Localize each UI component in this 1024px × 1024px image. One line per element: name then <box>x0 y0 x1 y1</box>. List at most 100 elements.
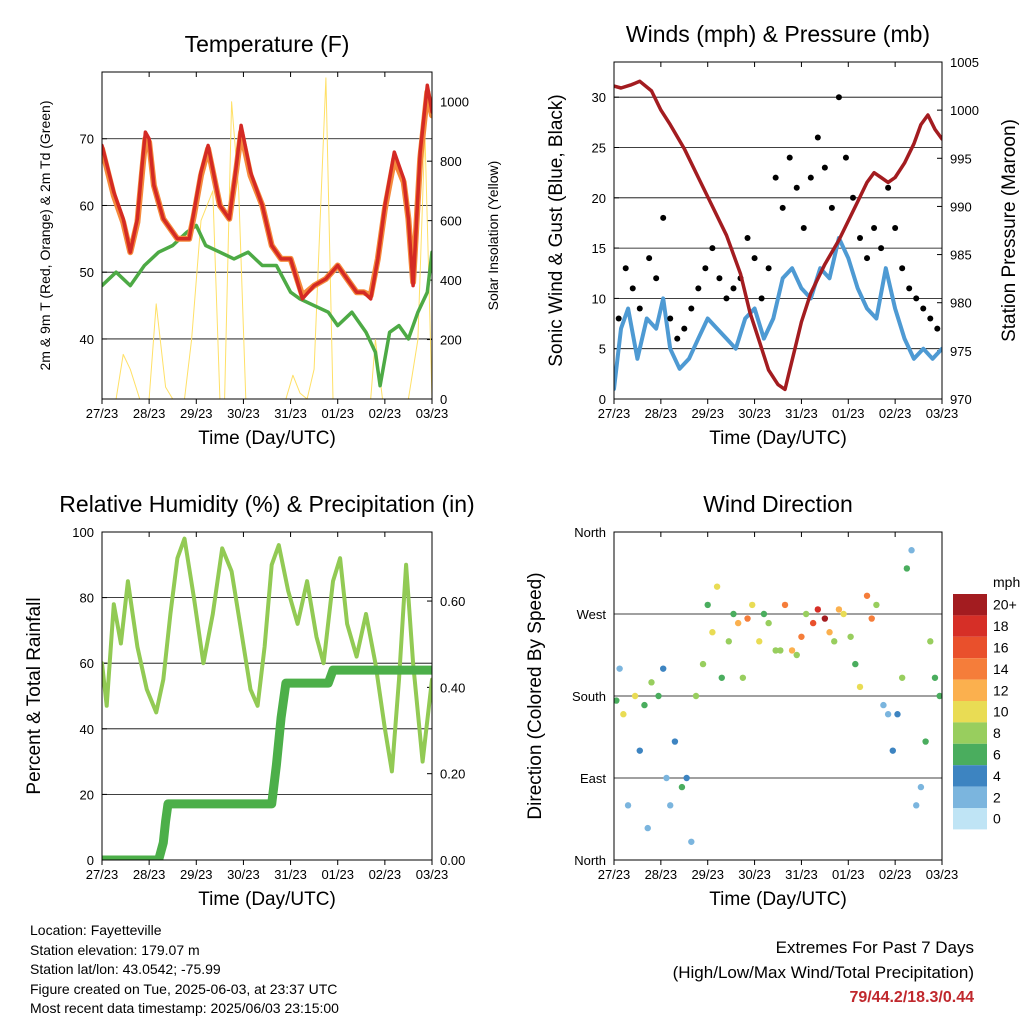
series-pressure <box>614 79 942 392</box>
winddir-title: Wind Direction <box>703 491 853 517</box>
direction-point <box>688 838 695 845</box>
direction-point <box>840 610 847 618</box>
direction-point <box>730 610 737 618</box>
direction-point <box>880 701 887 709</box>
direction-point <box>644 824 651 832</box>
panel-humidity: Relative Humidity (%) & Precipitation (i… <box>24 491 475 910</box>
gust-point <box>629 285 636 292</box>
y-tick-label: 100 <box>72 525 94 540</box>
gust-point <box>913 295 920 302</box>
direction-point <box>894 711 901 718</box>
direction-point <box>734 619 742 627</box>
legend-swatch <box>953 701 987 723</box>
legend-label: 0 <box>993 811 1001 827</box>
legend-label: 12 <box>993 682 1009 698</box>
direction-point <box>936 692 942 700</box>
gust-point <box>709 245 716 252</box>
x-tick-label: 02/23 <box>879 867 912 882</box>
x-tick-label: 28/23 <box>645 406 678 421</box>
gust-point <box>885 184 892 191</box>
y-tick-label: 10 <box>592 291 606 306</box>
legend-swatch <box>953 679 987 701</box>
direction-point <box>756 638 763 645</box>
humidity-ylabel: Percent & Total Rainfall <box>24 597 45 794</box>
figure-created: Figure created on Tue, 2025-06-03, at 23… <box>30 980 338 997</box>
direction-point <box>660 665 667 672</box>
y-right-tick-label: 0.20 <box>440 767 465 782</box>
x-tick-label: 31/23 <box>274 867 307 882</box>
gust-point <box>765 265 772 272</box>
y-tick-label: 80 <box>80 591 94 606</box>
y-tick-label: South <box>572 689 606 704</box>
direction-point <box>781 601 789 609</box>
y-right-tick-label: 0 <box>440 392 447 407</box>
direction-point <box>856 683 864 691</box>
direction-point <box>884 711 892 718</box>
winds-xlabel: Time (Day/UTC) <box>709 428 847 449</box>
gust-point <box>821 164 828 171</box>
direction-point <box>655 692 662 700</box>
direction-point <box>624 802 632 809</box>
winds-title: Winds (mph) & Pressure (mb) <box>626 21 930 47</box>
direction-point <box>709 629 716 636</box>
winds-ylabel-right: Station Pressure (Maroon) <box>999 119 1020 342</box>
gust-point <box>702 265 709 272</box>
x-tick-label: 01/23 <box>832 406 865 421</box>
gust-point <box>688 305 695 312</box>
y-tick-label: North <box>574 853 606 868</box>
gust-point <box>828 204 835 211</box>
direction-point <box>616 665 623 672</box>
y-tick-label: 25 <box>592 141 606 156</box>
x-tick-label: 31/23 <box>785 406 818 421</box>
gust-point <box>646 255 653 262</box>
legend-label: 4 <box>993 768 1001 784</box>
winds-series <box>614 79 942 392</box>
direction-point <box>922 738 929 745</box>
y-tick-label: 0 <box>599 392 606 407</box>
x-tick-label: 03/23 <box>416 406 449 421</box>
x-tick-label: 30/23 <box>738 406 771 421</box>
gust-point <box>793 184 800 191</box>
gust-point <box>920 305 927 312</box>
y-tick-label: North <box>574 525 606 540</box>
legend-swatch <box>953 786 987 808</box>
legend-label: 14 <box>993 661 1009 677</box>
station-info: Location: Fayetteville Station elevation… <box>30 921 339 1019</box>
direction-point <box>704 601 711 609</box>
direction-point <box>873 601 880 609</box>
gust-point <box>878 245 885 252</box>
plot-border <box>101 531 433 861</box>
x-tick-label: 30/23 <box>227 867 260 882</box>
x-tick-label: 28/23 <box>133 406 166 421</box>
direction-point <box>699 660 707 668</box>
humidity-title: Relative Humidity (%) & Precipitation (i… <box>59 491 474 517</box>
gust-point <box>751 255 758 262</box>
x-tick-label: 02/23 <box>879 406 912 421</box>
y-tick-label: 60 <box>80 198 94 213</box>
panel-winds: Winds (mph) & Pressure (mb) 27/23 28/23 29/… <box>546 21 1020 449</box>
direction-point <box>809 619 817 627</box>
y-tick-label: 60 <box>80 656 94 671</box>
x-tick-label: 29/23 <box>691 406 724 421</box>
panel-temperature: Temperature (F) 27/23 28/23 29/23 30/23 31/23… <box>37 31 501 449</box>
extremes-box: Extremes For Past 7 Days (High/Low/Max W… <box>673 935 974 1010</box>
gust-point <box>786 154 793 161</box>
y-right-tick-label: 1000 <box>950 103 979 118</box>
direction-point <box>814 606 822 613</box>
series-precip <box>102 665 432 860</box>
y-tick-label: East <box>580 771 606 786</box>
humidity-xlabel: Time (Day/UTC) <box>198 889 336 910</box>
gust-point <box>857 235 863 242</box>
gust-point <box>779 204 786 211</box>
gust-point <box>892 224 899 231</box>
direction-point <box>798 633 805 640</box>
legend-swatch <box>953 636 987 659</box>
direction-point <box>667 802 674 809</box>
direction-point <box>802 610 810 618</box>
x-tick-label: 27/23 <box>598 867 631 882</box>
gust-point <box>864 255 871 262</box>
y-tick-label: 50 <box>80 265 94 280</box>
legend-swatch <box>953 594 987 616</box>
gust-point <box>814 134 821 141</box>
gust-point <box>674 335 681 342</box>
